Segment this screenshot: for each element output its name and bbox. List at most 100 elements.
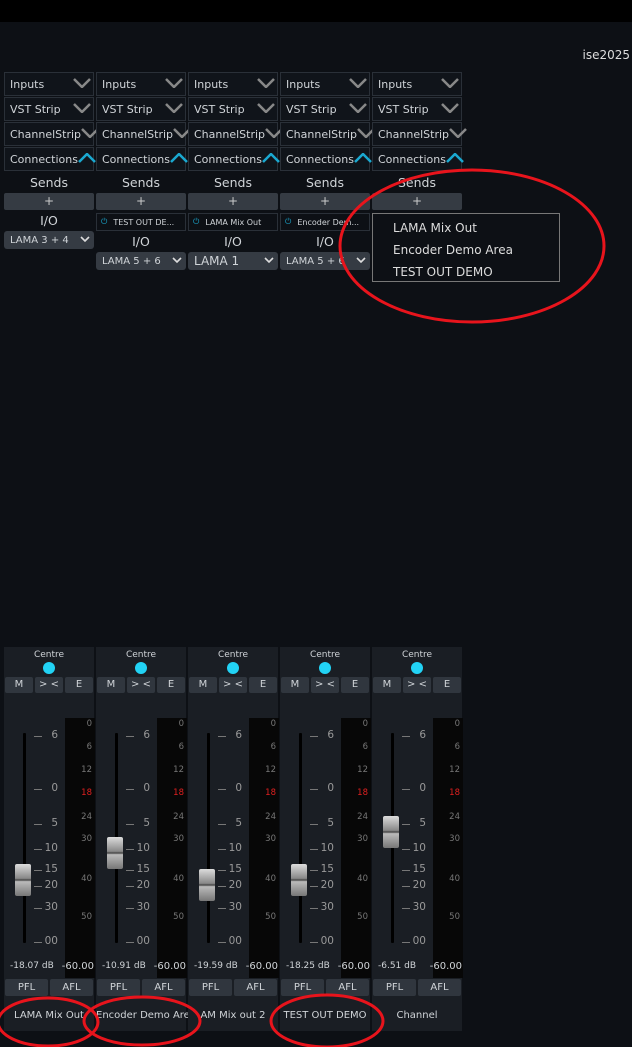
chevron-down-icon[interactable]: [173, 127, 191, 141]
io-dropdown[interactable]: LAMA 3 + 4: [4, 231, 94, 249]
chevron-down-icon[interactable]: [349, 102, 367, 116]
menu-item[interactable]: Encoder Demo Area: [393, 243, 513, 257]
power-icon[interactable]: ⏻: [285, 217, 292, 226]
chevron-down-icon[interactable]: [165, 77, 183, 91]
send-item[interactable]: ⏻ TEST OUT DE...: [96, 213, 186, 231]
pan-knob[interactable]: [135, 662, 147, 674]
send-item[interactable]: ⏻ LAMA Mix Out: [188, 213, 278, 231]
swap-button[interactable]: > <: [311, 677, 339, 693]
e-button[interactable]: E: [157, 677, 185, 693]
panel-vst-strip[interactable]: VST Strip: [372, 97, 462, 121]
chevron-up-icon[interactable]: [354, 151, 372, 166]
chevron-down-icon[interactable]: [81, 127, 99, 141]
panel-vst-strip[interactable]: VST Strip: [4, 97, 94, 121]
panel-inputs[interactable]: Inputs: [96, 72, 186, 96]
afl-button[interactable]: AFL: [418, 979, 461, 996]
afl-button[interactable]: AFL: [326, 979, 369, 996]
chevron-down-icon[interactable]: [265, 127, 283, 141]
add-send-button[interactable]: +: [372, 193, 462, 210]
panel-connections[interactable]: Connections: [280, 147, 372, 171]
mute-button[interactable]: M: [97, 677, 125, 693]
afl-button[interactable]: AFL: [50, 979, 93, 996]
channel-name[interactable]: Channel: [396, 1010, 438, 1021]
panel-inputs[interactable]: Inputs: [4, 72, 94, 96]
chevron-up-icon[interactable]: [446, 151, 464, 166]
fader-knob[interactable]: [15, 863, 31, 896]
panel-inputs[interactable]: Inputs: [372, 72, 462, 96]
fader-knob[interactable]: [291, 864, 307, 897]
afl-button[interactable]: AFL: [234, 979, 277, 996]
panel-inputs[interactable]: Inputs: [280, 72, 370, 96]
pfl-button[interactable]: PFL: [373, 979, 416, 996]
swap-button[interactable]: > <: [127, 677, 155, 693]
channel-name[interactable]: LAMA Mix Out: [14, 1010, 84, 1021]
chevron-down-icon[interactable]: [73, 102, 91, 116]
pfl-button[interactable]: PFL: [189, 979, 232, 996]
panel-connections[interactable]: Connections: [4, 147, 96, 171]
add-send-button[interactable]: +: [96, 193, 186, 210]
channel-name[interactable]: AM Mix out 2: [200, 1010, 266, 1021]
chevron-up-icon[interactable]: [78, 151, 96, 166]
swap-button[interactable]: > <: [219, 677, 247, 693]
swap-button[interactable]: > <: [35, 677, 63, 693]
pan-knob[interactable]: [227, 662, 239, 674]
io-dropdown[interactable]: LAMA 5 + 6: [280, 252, 370, 270]
fader-track[interactable]: [299, 733, 302, 943]
chevron-down-icon[interactable]: [257, 77, 275, 91]
pfl-button[interactable]: PFL: [5, 979, 48, 996]
panel-connections[interactable]: Connections: [96, 147, 188, 171]
power-icon[interactable]: ⏻: [101, 217, 108, 226]
fader-track[interactable]: [207, 733, 210, 943]
e-button[interactable]: E: [341, 677, 369, 693]
panel-connections[interactable]: Connections: [372, 147, 464, 171]
panel-connections[interactable]: Connections: [188, 147, 280, 171]
fader-track[interactable]: [23, 733, 26, 943]
pfl-button[interactable]: PFL: [281, 979, 324, 996]
chevron-up-icon[interactable]: [262, 151, 280, 166]
mute-button[interactable]: M: [5, 677, 33, 693]
panel-inputs[interactable]: Inputs: [188, 72, 278, 96]
panel-vst-strip[interactable]: VST Strip: [96, 97, 186, 121]
panel-channelstrip[interactable]: ChannelStrip: [4, 122, 99, 146]
power-icon[interactable]: ⏻: [193, 217, 200, 226]
panel-channelstrip[interactable]: ChannelStrip: [280, 122, 375, 146]
panel-channelstrip[interactable]: ChannelStrip: [96, 122, 191, 146]
panel-channelstrip[interactable]: ChannelStrip: [188, 122, 283, 146]
chevron-down-icon[interactable]: [165, 102, 183, 116]
panel-vst-strip[interactable]: VST Strip: [280, 97, 370, 121]
channel-name[interactable]: Encoder Demo Area: [96, 1010, 196, 1021]
add-send-button[interactable]: +: [280, 193, 370, 210]
add-send-button[interactable]: +: [4, 193, 94, 210]
chevron-down-icon[interactable]: [257, 102, 275, 116]
fader-knob[interactable]: [199, 868, 215, 901]
chevron-up-icon[interactable]: [170, 151, 188, 166]
menu-item[interactable]: LAMA Mix Out: [393, 221, 477, 235]
e-button[interactable]: E: [249, 677, 277, 693]
fader-knob[interactable]: [383, 815, 399, 848]
chevron-down-icon[interactable]: [441, 102, 459, 116]
send-item[interactable]: ⏻ Encoder Dem...: [280, 213, 370, 231]
pfl-button[interactable]: PFL: [97, 979, 140, 996]
chevron-down-icon[interactable]: [449, 127, 467, 141]
swap-button[interactable]: > <: [403, 677, 431, 693]
mute-button[interactable]: M: [189, 677, 217, 693]
fader-knob[interactable]: [107, 836, 123, 869]
io-dropdown[interactable]: LAMA 1: [188, 252, 278, 270]
chevron-down-icon[interactable]: [73, 77, 91, 91]
pan-knob[interactable]: [43, 662, 55, 674]
chevron-down-icon[interactable]: [441, 77, 459, 91]
add-send-button[interactable]: +: [188, 193, 278, 210]
chevron-down-icon[interactable]: [357, 127, 375, 141]
panel-vst-strip[interactable]: VST Strip: [188, 97, 278, 121]
mute-button[interactable]: M: [373, 677, 401, 693]
pan-knob[interactable]: [411, 662, 423, 674]
pan-knob[interactable]: [319, 662, 331, 674]
io-dropdown[interactable]: LAMA 5 + 6: [96, 252, 186, 270]
e-button[interactable]: E: [433, 677, 461, 693]
panel-channelstrip[interactable]: ChannelStrip: [372, 122, 467, 146]
menu-item[interactable]: TEST OUT DEMO: [393, 265, 493, 279]
channel-name[interactable]: TEST OUT DEMO: [283, 1010, 367, 1021]
e-button[interactable]: E: [65, 677, 93, 693]
afl-button[interactable]: AFL: [142, 979, 185, 996]
mute-button[interactable]: M: [281, 677, 309, 693]
